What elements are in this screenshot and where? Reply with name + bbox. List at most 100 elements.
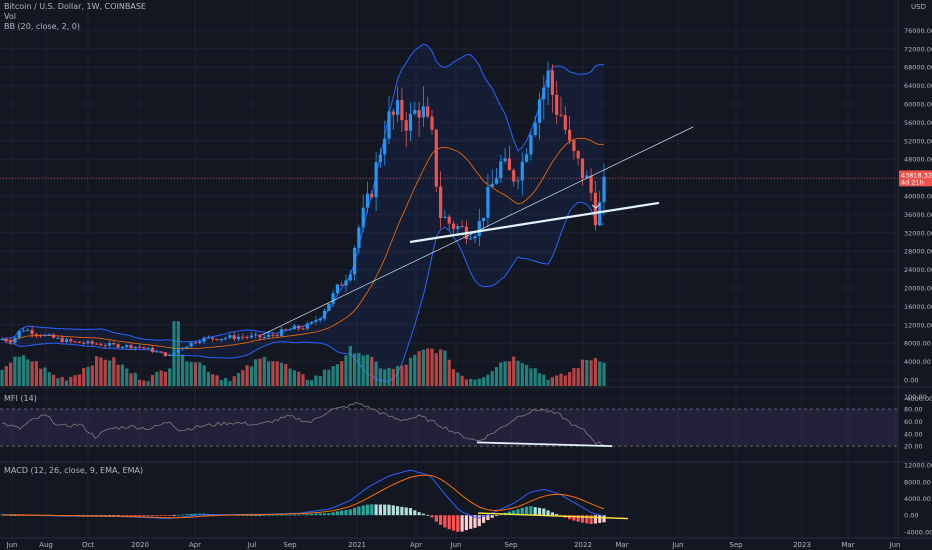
volume-bar [125,368,129,386]
candle-body [387,111,391,139]
volume-bar [4,366,8,386]
volume-bar [284,364,288,386]
candle-body [30,329,34,335]
volume-bar [21,355,26,386]
macd-histogram-bar [542,508,546,516]
time-axis-label: Jun [672,541,684,549]
volume-bar [189,362,193,386]
price-tick-label: 64000.00 [904,82,932,90]
macd-histogram-bar [107,515,112,516]
price-tick-label: 48000.00 [904,156,932,164]
volume-bar [417,351,421,386]
price-axis[interactable]: 76000.00 72000.00 68000.00 64000.00 60000.00… [0,27,932,403]
volume-bar [241,370,245,386]
price-tick-label: 68000.00 [904,64,932,72]
macd-histogram-bar [254,514,258,516]
candle-body [228,335,232,338]
candle-body [507,158,511,171]
candle-body [404,120,408,131]
mfi-legend[interactable]: MFI (14) [4,394,37,403]
bb-legend[interactable]: BB (20, close, 2, 0) [4,22,80,31]
price-tick-label: 40000.00 [904,193,932,201]
trend-line-drawings[interactable] [261,126,694,336]
volume-bar [82,367,86,386]
marker-stroke [591,203,601,209]
volume-bar [516,360,520,386]
volume-bar [490,371,494,386]
macd-histogram-bar [520,507,524,516]
macd-histogram-bar [249,514,253,516]
macd-histogram-bar [322,513,327,516]
volume-bar [507,361,511,386]
candle-body [430,116,434,130]
volume-bar [387,367,391,386]
volume-bar [219,380,223,386]
candle-body [512,170,516,182]
volume-bar [456,372,460,386]
candle-body [215,339,219,341]
macd-histogram-bar [456,515,460,532]
volume-bar [447,359,451,386]
candle-body [249,335,253,338]
time-axis[interactable]: Jun Aug Oct 2020 Apr Jul Sep 2021 Apr Jun Sep 2022 M… [6,541,901,549]
time-axis-label: Mar [841,541,854,549]
mfi-tick-label: 80.00 [904,406,923,414]
volume-bar [396,365,400,386]
mfi-tick-label: 100.00 [904,393,927,401]
price-tick-label: 76000.00 [904,27,932,35]
volume-bar [202,365,206,386]
candle-body [99,344,103,346]
volume-bar [249,366,253,386]
macd-histogram-bar [103,515,107,516]
candle-body [112,343,116,345]
candle-body [340,284,344,286]
candle-body [400,100,404,121]
volume-bar [542,374,546,386]
volume-bar [563,375,567,386]
macd-histogram-bar [258,514,262,516]
macd-tick-label: 4000.00 [904,495,931,503]
candle-body [138,346,142,348]
volume-bar [400,365,404,386]
volume-bar [383,369,387,386]
candle-body [82,342,86,344]
volume-bar [413,354,417,386]
candle-body [370,193,374,198]
macd-histogram-bar [533,507,537,516]
symbol-legend[interactable]: Bitcoin / U.S. Dollar, 1W, COINBASE [4,2,146,11]
candle-body [129,345,133,349]
time-axis-label: Jun [889,541,901,549]
volume-legend[interactable]: Vol [4,12,16,21]
price-tick-label: 16000.00 [904,303,932,311]
candle-body [262,336,266,338]
volume-bar [258,358,262,386]
volume-bar [305,379,309,386]
price-candles[interactable] [0,61,606,357]
candle-body [146,347,150,349]
macd-histogram-bar [155,515,159,516]
macd-histogram-bar [426,514,430,516]
time-axis-label: Aug [39,541,53,549]
candle-body [434,129,438,187]
candle-body [279,329,284,336]
volume-bar [52,374,56,386]
price-tick-label: 12000.00 [904,321,932,329]
macd-legend[interactable]: MACD (12, 26, close, 9, EMA, EMA) [4,466,144,475]
mfi-indicator: 100.00 80.00 60.00 40.00 20.00 [0,393,927,451]
volume-bar [340,361,344,386]
time-axis-label: Jul [247,541,257,549]
volume-bar [232,376,236,386]
volume-bar [103,359,107,386]
candle-body [163,352,167,356]
candle-body [580,158,585,179]
volume-bar [426,348,430,386]
volume-bar [310,380,314,386]
candle-body [439,186,443,218]
candle-body [168,355,172,357]
candle-body [56,337,60,339]
macd-histogram-bar [133,515,137,516]
volume-bar [464,379,468,386]
macd-histogram-bar [348,509,352,516]
macd-histogram-bar [568,515,572,520]
